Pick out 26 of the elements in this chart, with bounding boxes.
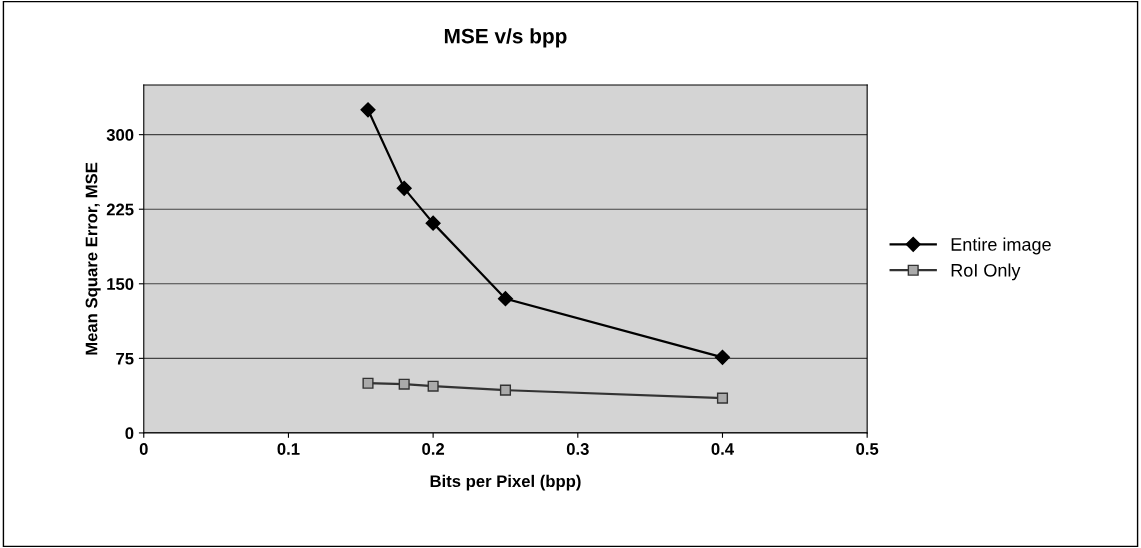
- y-axis-title: Mean Square Error, MSE: [85, 162, 101, 355]
- x-tick-label: 0.2: [422, 443, 445, 455]
- point: [497, 291, 514, 307]
- y-tick-label: 225: [106, 203, 134, 216]
- point: [425, 215, 441, 231]
- x-tick-label: 0: [139, 443, 148, 455]
- chart-title: MSE v/s bpp: [444, 28, 567, 48]
- point: [714, 349, 731, 365]
- point: [499, 384, 512, 396]
- legend-label: RoI Only: [951, 263, 1021, 281]
- x-tick-label: 0.5: [856, 443, 879, 455]
- legend-label: Entire image: [951, 237, 1051, 255]
- x-tick-label: 0.1: [277, 443, 300, 455]
- point: [360, 102, 376, 118]
- point: [398, 378, 410, 390]
- x-tick-label: 0.3: [566, 443, 589, 455]
- point: [716, 392, 729, 404]
- y-tick-label: 150: [107, 278, 134, 290]
- point: [427, 380, 439, 392]
- y-tick-label: 0: [125, 427, 134, 440]
- y-tick-label: 300: [106, 129, 134, 141]
- point: [396, 180, 412, 196]
- x-axis-title: Bits per Pixel (bpp): [430, 474, 581, 491]
- point: [362, 377, 374, 389]
- x-tick-label: 0.4: [711, 443, 734, 455]
- y-tick-label: 75: [116, 352, 134, 365]
